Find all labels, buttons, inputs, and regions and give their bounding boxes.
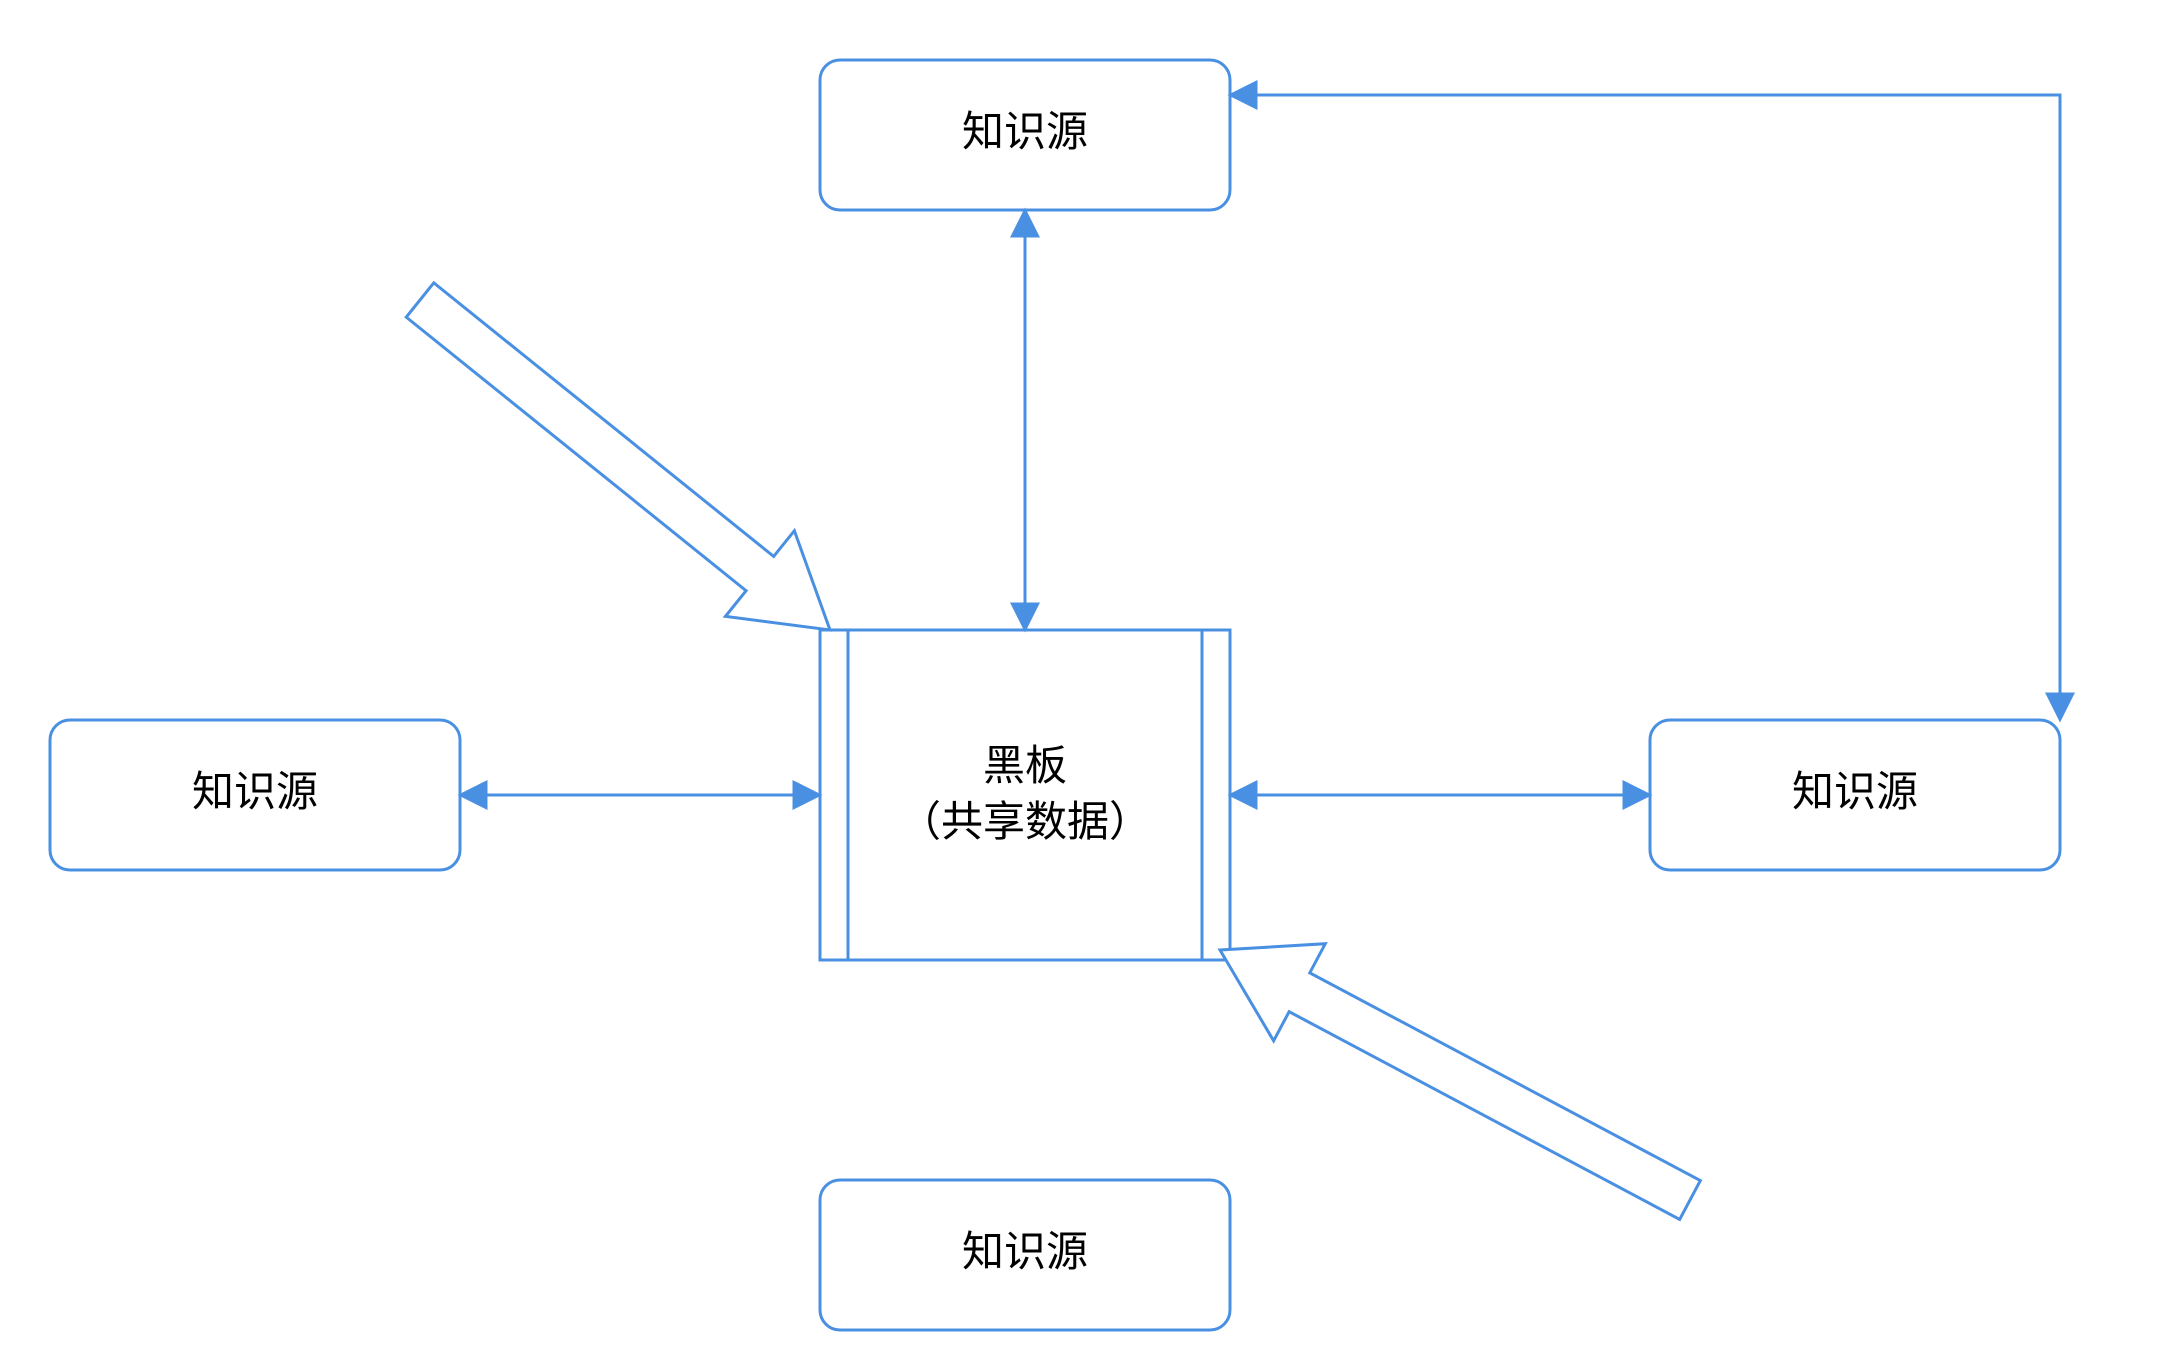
block-arrow — [1220, 944, 1700, 1220]
node-knowledge-source-top: 知识源 — [820, 60, 1230, 210]
blackboard-architecture-diagram: 知识源 知识源 知识源 知识源 黑板 （共享数据） — [0, 0, 2164, 1360]
node-label: 知识源 — [192, 768, 318, 815]
node-label: 知识源 — [962, 108, 1088, 155]
node-label: （共享数据） — [899, 798, 1151, 845]
node-knowledge-source-right: 知识源 — [1650, 720, 2060, 870]
thin-arrow — [1230, 95, 2060, 135]
node-label: 黑板 — [983, 742, 1067, 789]
node-blackboard-center: 黑板 （共享数据） — [820, 630, 1230, 960]
node-label: 知识源 — [1792, 768, 1918, 815]
block-arrow — [406, 283, 830, 630]
node-knowledge-source-bottom: 知识源 — [820, 1180, 1230, 1330]
thin-arrows-group — [1230, 95, 2060, 720]
node-label: 知识源 — [962, 1228, 1088, 1275]
node-knowledge-source-left: 知识源 — [50, 720, 460, 870]
